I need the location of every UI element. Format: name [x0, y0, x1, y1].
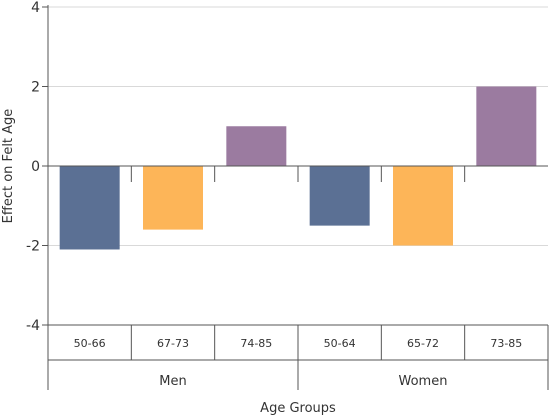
- category-label: 50-64: [324, 337, 356, 350]
- category-label: 50-66: [74, 337, 106, 350]
- axes: [42, 5, 549, 390]
- category-labels: 50-66 67-73 74-85 50-64 65-72 73-85 Men Women: [74, 337, 523, 389]
- y-axis-title: Effect on Felt Age: [1, 109, 16, 224]
- y-tick-labels: 4 2 0 -2 -4: [26, 0, 40, 334]
- category-label: 67-73: [157, 337, 189, 350]
- group-label: Women: [399, 374, 448, 389]
- bars: [59, 86, 537, 250]
- y-tick-label: -4: [26, 318, 40, 334]
- bar: [226, 126, 287, 166]
- bar: [309, 166, 370, 226]
- bar: [143, 166, 203, 230]
- y-tick-label: 2: [31, 80, 40, 96]
- bar: [59, 166, 120, 250]
- bar: [393, 166, 453, 246]
- bar: [476, 86, 537, 166]
- y-tick-label: -2: [26, 239, 40, 255]
- x-axis-title: Age Groups: [260, 401, 336, 415]
- category-label: 73-85: [490, 337, 522, 350]
- y-tick-label: 4: [31, 0, 40, 16]
- category-label: 74-85: [240, 337, 272, 350]
- group-label: Men: [159, 374, 186, 389]
- category-label: 65-72: [407, 337, 439, 350]
- y-tick-label: 0: [31, 159, 40, 175]
